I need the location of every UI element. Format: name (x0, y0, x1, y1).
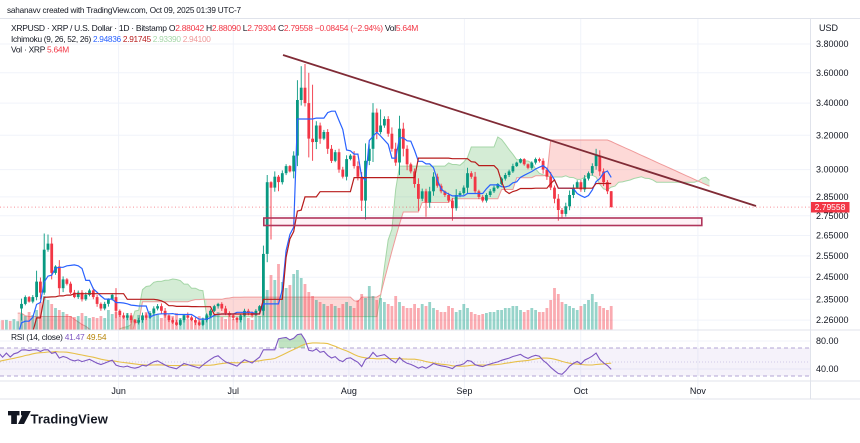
svg-text:2.85000: 2.85000 (816, 192, 849, 202)
svg-text:3.20000: 3.20000 (816, 130, 849, 140)
svg-text:Ichimoku (9, 26, 52, 26) 2.94: Ichimoku (9, 26, 52, 26) 2.94836 2.91745… (11, 34, 211, 44)
svg-text:Vol · XRP 5.64M: Vol · XRP 5.64M (11, 45, 69, 55)
svg-text:80.00: 80.00 (816, 336, 839, 346)
svg-text:sahanavv created with TradingV: sahanavv created with TradingView.com, O… (7, 6, 242, 15)
svg-text:Sep: Sep (456, 386, 472, 396)
svg-text:3.40000: 3.40000 (816, 98, 849, 108)
svg-text:Oct: Oct (574, 386, 589, 396)
svg-text:2.79558: 2.79558 (815, 202, 846, 212)
svg-text:40.00: 40.00 (816, 364, 839, 374)
svg-text:3.60000: 3.60000 (816, 68, 849, 78)
svg-text:TradingView: TradingView (31, 412, 109, 427)
svg-text:2.65000: 2.65000 (816, 231, 849, 241)
svg-text:USD: USD (819, 23, 839, 33)
svg-text:Jul: Jul (228, 386, 240, 396)
svg-text:Aug: Aug (341, 386, 357, 396)
svg-text:2.26000: 2.26000 (816, 315, 849, 325)
svg-text:RSI (14, close) 41.47 49.54: RSI (14, close) 41.47 49.54 (11, 332, 107, 342)
svg-text:3.80000: 3.80000 (816, 39, 849, 49)
svg-text:Jun: Jun (111, 386, 126, 396)
svg-text:3.00000: 3.00000 (816, 165, 849, 175)
svg-text:Nov: Nov (690, 386, 707, 396)
svg-text:2.45000: 2.45000 (816, 272, 849, 282)
svg-text:XRPUSD · XRP / U.S. Dollar · 1: XRPUSD · XRP / U.S. Dollar · 1D · Bitsta… (11, 23, 418, 33)
svg-text:2.35000: 2.35000 (816, 294, 849, 304)
svg-text:2.55000: 2.55000 (816, 251, 849, 261)
